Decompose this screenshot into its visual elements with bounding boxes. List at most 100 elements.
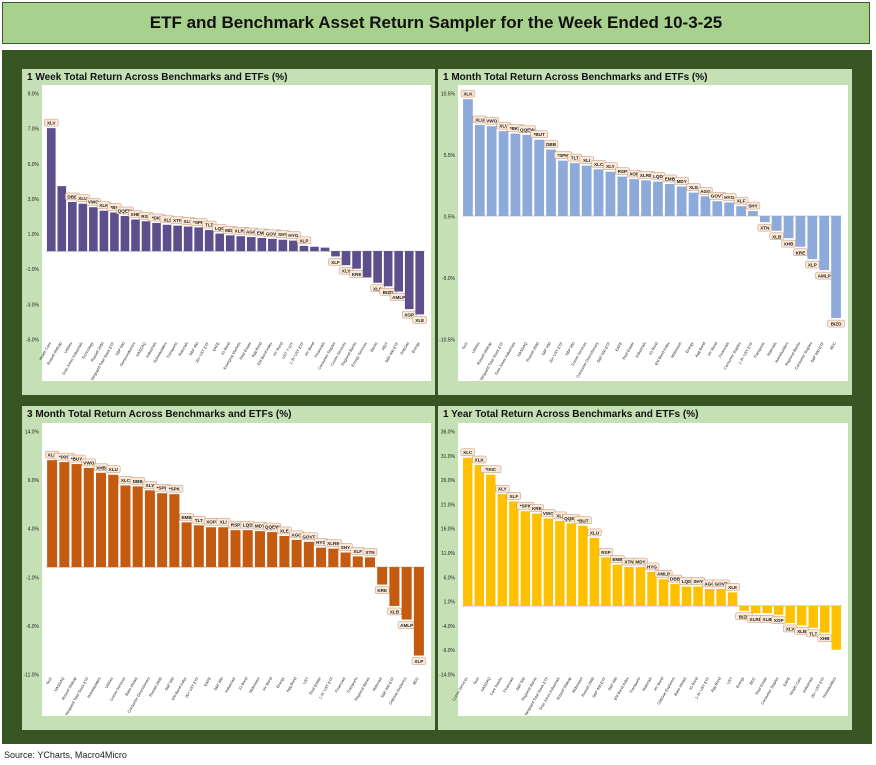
y-tick-label: 31.0% xyxy=(441,454,456,460)
bar xyxy=(394,251,403,292)
bar xyxy=(236,236,246,252)
data-label: XLU xyxy=(590,530,600,535)
category-label: Consumer Discretionary xyxy=(576,341,600,378)
category-label: Materials xyxy=(372,676,383,691)
category-label: Base Metals xyxy=(673,676,687,696)
category-label: Real Estate xyxy=(622,342,635,361)
bar xyxy=(783,216,794,239)
bar xyxy=(771,216,782,231)
data-label: *BKE xyxy=(510,126,522,131)
y-tick-label: -6.0% xyxy=(26,624,40,630)
data-label: XLI xyxy=(556,513,563,518)
data-label: EMB xyxy=(181,515,192,520)
bar xyxy=(658,579,669,606)
data-label-box xyxy=(781,239,796,248)
bar xyxy=(352,556,363,568)
data-label: SHY xyxy=(278,232,287,237)
bar xyxy=(47,460,58,568)
data-label: LQD xyxy=(243,523,253,528)
chart-title-1w: 1 Week Total Return Across Benchmarks an… xyxy=(27,72,288,83)
bar xyxy=(193,525,204,568)
category-label: Oil&Gas xyxy=(400,341,411,355)
bar xyxy=(110,212,119,252)
bar xyxy=(120,216,130,252)
data-label-box xyxy=(324,539,343,547)
data-label: BIZD xyxy=(383,290,394,295)
charts-frame: 1 Week Total Return Across Benchmarks an… xyxy=(2,50,872,744)
bar xyxy=(404,251,414,310)
bar xyxy=(246,237,256,252)
data-label-box xyxy=(387,607,402,616)
data-label: XLF xyxy=(509,494,518,499)
data-label: SHY xyxy=(748,204,757,209)
bar xyxy=(108,474,119,568)
y-tick-label: 16.0% xyxy=(441,527,456,533)
data-label: *BL xyxy=(110,205,118,210)
chart-title-1y: 1 Year Total Return Across Benchmarks an… xyxy=(443,409,699,420)
bar xyxy=(364,557,375,568)
y-tick-label: 1.0% xyxy=(28,232,40,238)
category-label: IG Bond xyxy=(221,342,231,356)
data-label: GOVT xyxy=(715,581,728,586)
category-label: Transports xyxy=(629,676,642,694)
data-label-box xyxy=(460,448,475,456)
data-label: KRE xyxy=(377,588,387,593)
category-label: HY Bond xyxy=(653,677,664,692)
bar xyxy=(303,541,314,568)
data-label-box xyxy=(472,455,487,464)
y-tick-label: 21.0% xyxy=(441,502,456,508)
category-label: Tech xyxy=(45,677,52,686)
y-tick-label: 11.0% xyxy=(441,551,455,557)
category-label: S&P 400 xyxy=(607,677,618,692)
data-label-box xyxy=(286,231,301,239)
category-label: Agg Bond xyxy=(251,342,263,358)
y-tick-label: 10.5% xyxy=(441,92,456,98)
category-label: Midstream xyxy=(248,677,260,694)
data-label-box xyxy=(81,458,96,467)
data-label: LQD xyxy=(682,579,692,584)
bar xyxy=(629,179,640,216)
bar xyxy=(89,207,98,252)
data-label-box xyxy=(674,177,689,185)
bar xyxy=(268,238,277,252)
data-label: XLV xyxy=(47,121,57,126)
bar xyxy=(132,486,143,568)
data-label: DBB xyxy=(670,577,681,582)
bar-chart-1w: 9.0%7.0%5.0%3.0%1.0%-1.0%-3.0%-5.0%XLVHe… xyxy=(26,92,427,382)
y-tick-label: 1.0% xyxy=(444,600,456,606)
data-label-box xyxy=(769,232,784,240)
bar xyxy=(57,186,67,252)
bar xyxy=(739,605,749,611)
y-tick-label: -5.0% xyxy=(442,276,456,282)
data-label: XLY xyxy=(606,164,615,169)
category-label: EAFE xyxy=(615,341,624,352)
page-title: ETF and Benchmark Asset Return Sampler f… xyxy=(149,13,723,32)
bar xyxy=(267,532,278,568)
bar xyxy=(569,163,580,216)
bar-chart-1y: 36.0% 31.0% 26.0% 21.0% 16.0% 11.0% 6.0% 1.0% -4… xyxy=(439,430,842,717)
bar xyxy=(316,547,327,568)
data-label: *SPK xyxy=(169,487,181,492)
y-tick-label: 26.0% xyxy=(441,478,456,484)
bar xyxy=(289,240,298,252)
data-label: AMLP xyxy=(818,274,831,279)
bar xyxy=(509,501,519,606)
bar xyxy=(736,206,746,216)
data-label: TLT xyxy=(195,518,203,523)
bar xyxy=(152,223,161,252)
data-label-box xyxy=(495,484,510,493)
data-label: EMB xyxy=(665,177,676,182)
data-label: XLF xyxy=(331,260,340,265)
y-tick-label: 5.5% xyxy=(444,153,456,159)
category-label: Industrials xyxy=(635,341,647,358)
category-label: S&P 500 xyxy=(515,677,526,692)
bar xyxy=(131,219,140,252)
y-tick-label: -10.5% xyxy=(439,338,455,344)
bar xyxy=(510,133,521,216)
bar xyxy=(831,605,841,650)
bar xyxy=(218,527,229,568)
data-label: QQEW xyxy=(520,127,535,132)
data-label-box xyxy=(296,236,312,245)
bar xyxy=(759,216,770,223)
category-label: Health Care xyxy=(789,677,803,697)
